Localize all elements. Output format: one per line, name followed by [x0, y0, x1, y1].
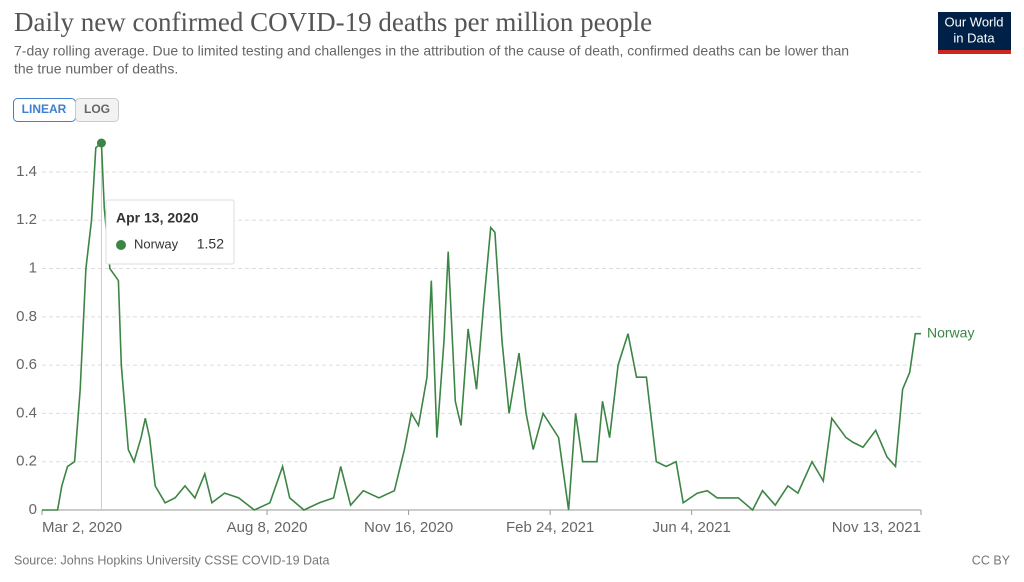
tooltip-value: 1.52 [197, 236, 224, 252]
x-tick-label: Aug 8, 2020 [227, 519, 308, 536]
x-tick-label: Nov 13, 2021 [832, 519, 921, 536]
hover-dot [96, 138, 106, 148]
logo[interactable] [938, 12, 1011, 54]
line [42, 141, 921, 512]
subtitle: 7-day rolling average. Due to limited te… [14, 43, 849, 59]
x-tick-label: Nov 16, 2020 [364, 519, 453, 536]
y-tick-label: 1.2 [16, 211, 37, 228]
logo-text: Our World [945, 14, 1004, 29]
y-tick-label: 0.6 [16, 356, 37, 373]
tooltip-dot [116, 240, 126, 250]
series-label: Norway [927, 324, 974, 340]
x-tick-label: Mar 2, 2020 [42, 519, 122, 536]
tooltip: Apr 13, 2020 Norway 1.52 [105, 199, 235, 265]
chart-title: Daily new confirmed COVID-19 deaths per … [14, 7, 652, 37]
y-tick-label: 0.2 [16, 453, 37, 470]
x-tick-label: Feb 24, 2021 [506, 519, 594, 536]
tooltip-series: Norway [134, 236, 179, 251]
source: Source: Johns Hopkins University CSSE CO… [14, 553, 329, 567]
license: CC BY [972, 553, 1011, 567]
logo-text: in Data [953, 30, 995, 45]
tooltip-date: Apr 13, 2020 [116, 210, 199, 226]
y-tick-label: 1 [29, 260, 37, 277]
y-tick-label: 1.4 [16, 163, 37, 180]
y-tick-label: 0.8 [16, 308, 37, 325]
button-label: LOG [84, 102, 110, 116]
y-tick-label: 0.4 [16, 404, 37, 421]
tooltip-box [105, 199, 235, 265]
x-tick-label: Jun 4, 2021 [652, 519, 730, 536]
subtitle: the true number of deaths. [14, 61, 178, 77]
button-label: LINEAR [22, 102, 67, 116]
y-tick-label: 0 [29, 501, 37, 518]
logo-stripe [938, 50, 1011, 54]
log-button[interactable] [75, 98, 119, 122]
